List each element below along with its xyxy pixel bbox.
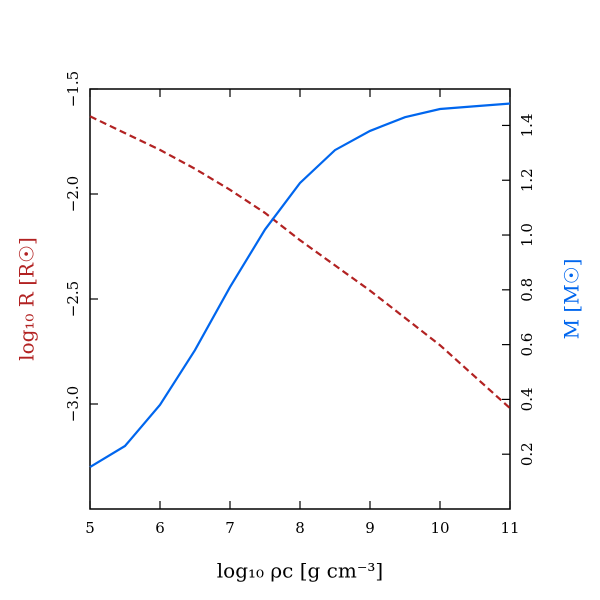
plot-frame (89, 88, 511, 510)
x-axis-label: log₁₀ ρc [g cm⁻³] (217, 559, 383, 583)
y2-tick-label: 1.2 (518, 168, 536, 192)
x-tick-label: 5 (85, 519, 95, 537)
y2-tick-label: 0.4 (518, 387, 536, 411)
y-tick-label: −2.5 (64, 281, 82, 317)
y-axis-label: log₁₀ R [R☉] (15, 237, 39, 361)
y2-tick-label: 0.2 (518, 442, 536, 466)
x-tick-label: 11 (500, 519, 519, 537)
x-tick-label: 8 (295, 519, 305, 537)
y2-tick-label: 1.4 (518, 114, 536, 138)
y-tick-label: −2.0 (64, 176, 82, 212)
y-tick-label: −1.5 (64, 71, 82, 107)
y-tick-label: −3.0 (64, 386, 82, 422)
series-line (89, 115, 511, 410)
y2-tick-label: 0.8 (518, 278, 536, 302)
series-line (89, 102, 511, 469)
x-tick-label: 7 (225, 519, 235, 537)
y2-axis-label: M [M☉] (560, 259, 584, 340)
x-tick-label: 10 (430, 519, 449, 537)
x-tick-label: 9 (365, 519, 375, 537)
x-tick-label: 6 (155, 519, 165, 537)
y2-tick-label: 0.6 (518, 333, 536, 357)
y2-tick-label: 1.0 (518, 223, 536, 247)
